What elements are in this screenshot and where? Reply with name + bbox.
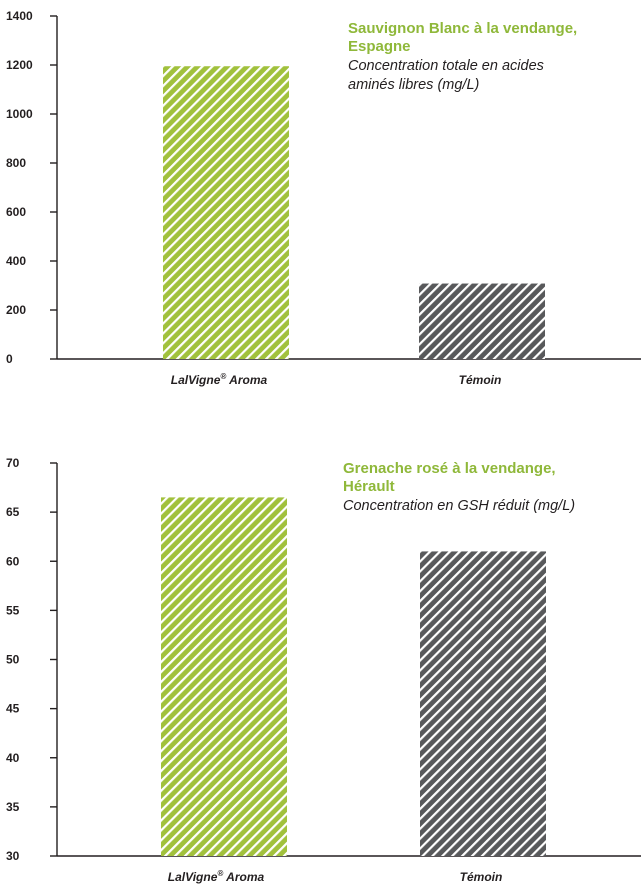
y-tick-label: 70 [6, 456, 20, 470]
category-label: LalVigne® Aroma [171, 372, 268, 387]
category-label: Témoin [460, 870, 503, 884]
chart-2-title-line-1: Grenache rosé à la vendange, [343, 460, 556, 477]
category-label: LalVigne® Aroma [168, 869, 265, 884]
y-tick-label: 30 [6, 849, 20, 863]
y-tick-label: 50 [6, 653, 20, 667]
y-tick-label: 65 [6, 505, 20, 519]
chart-1-title-line-1: Sauvignon Blanc à la vendange, [348, 20, 577, 37]
bar-lalvigne-aroma [161, 497, 287, 856]
chart-2-category-labels: LalVigne® Aroma Témoin [168, 869, 503, 884]
y-tick-label: 1400 [6, 9, 33, 23]
y-tick-label: 60 [6, 554, 20, 568]
chart-2-title-line-2: Hérault [343, 478, 395, 495]
y-tick-label: 55 [6, 603, 20, 617]
bar-temoin [419, 283, 545, 359]
chart-2-y-ticks: 30 35 40 45 50 55 60 65 70 [6, 456, 57, 863]
y-tick-label: 45 [6, 702, 20, 716]
y-tick-label: 800 [6, 156, 26, 170]
y-tick-label: 1200 [6, 58, 33, 72]
y-tick-label: 400 [6, 254, 26, 268]
chart-1-category-labels: LalVigne® Aroma Témoin [171, 372, 502, 387]
y-tick-label: 35 [6, 800, 20, 814]
y-tick-label: 0 [6, 352, 13, 366]
y-tick-label: 1000 [6, 107, 33, 121]
chart-2-bars [161, 497, 546, 856]
chart-1-subtitle-line-2: aminés libres (mg/L) [348, 77, 479, 93]
category-label: Témoin [459, 373, 502, 387]
bar-temoin [420, 551, 546, 856]
chart-1-title-line-2: Espagne [348, 38, 411, 55]
y-tick-label: 200 [6, 303, 26, 317]
chart-1: 0 200 400 600 800 1000 1200 1400 LalVigne® Arom… [6, 9, 641, 387]
chart-1-bars [163, 66, 545, 359]
y-tick-label: 600 [6, 205, 26, 219]
y-tick-label: 40 [6, 751, 20, 765]
bar-lalvigne-aroma [163, 66, 289, 359]
chart-1-subtitle-line-1: Concentration totale en acides [348, 58, 544, 74]
chart-2-subtitle-line-1: Concentration en GSH réduit (mg/L) [343, 498, 575, 514]
chart-2: 30 35 40 45 50 55 60 65 70 LalVigne® Aroma Témoin… [6, 456, 641, 884]
chart-1-y-ticks: 0 200 400 600 800 1000 1200 1400 [6, 9, 57, 366]
